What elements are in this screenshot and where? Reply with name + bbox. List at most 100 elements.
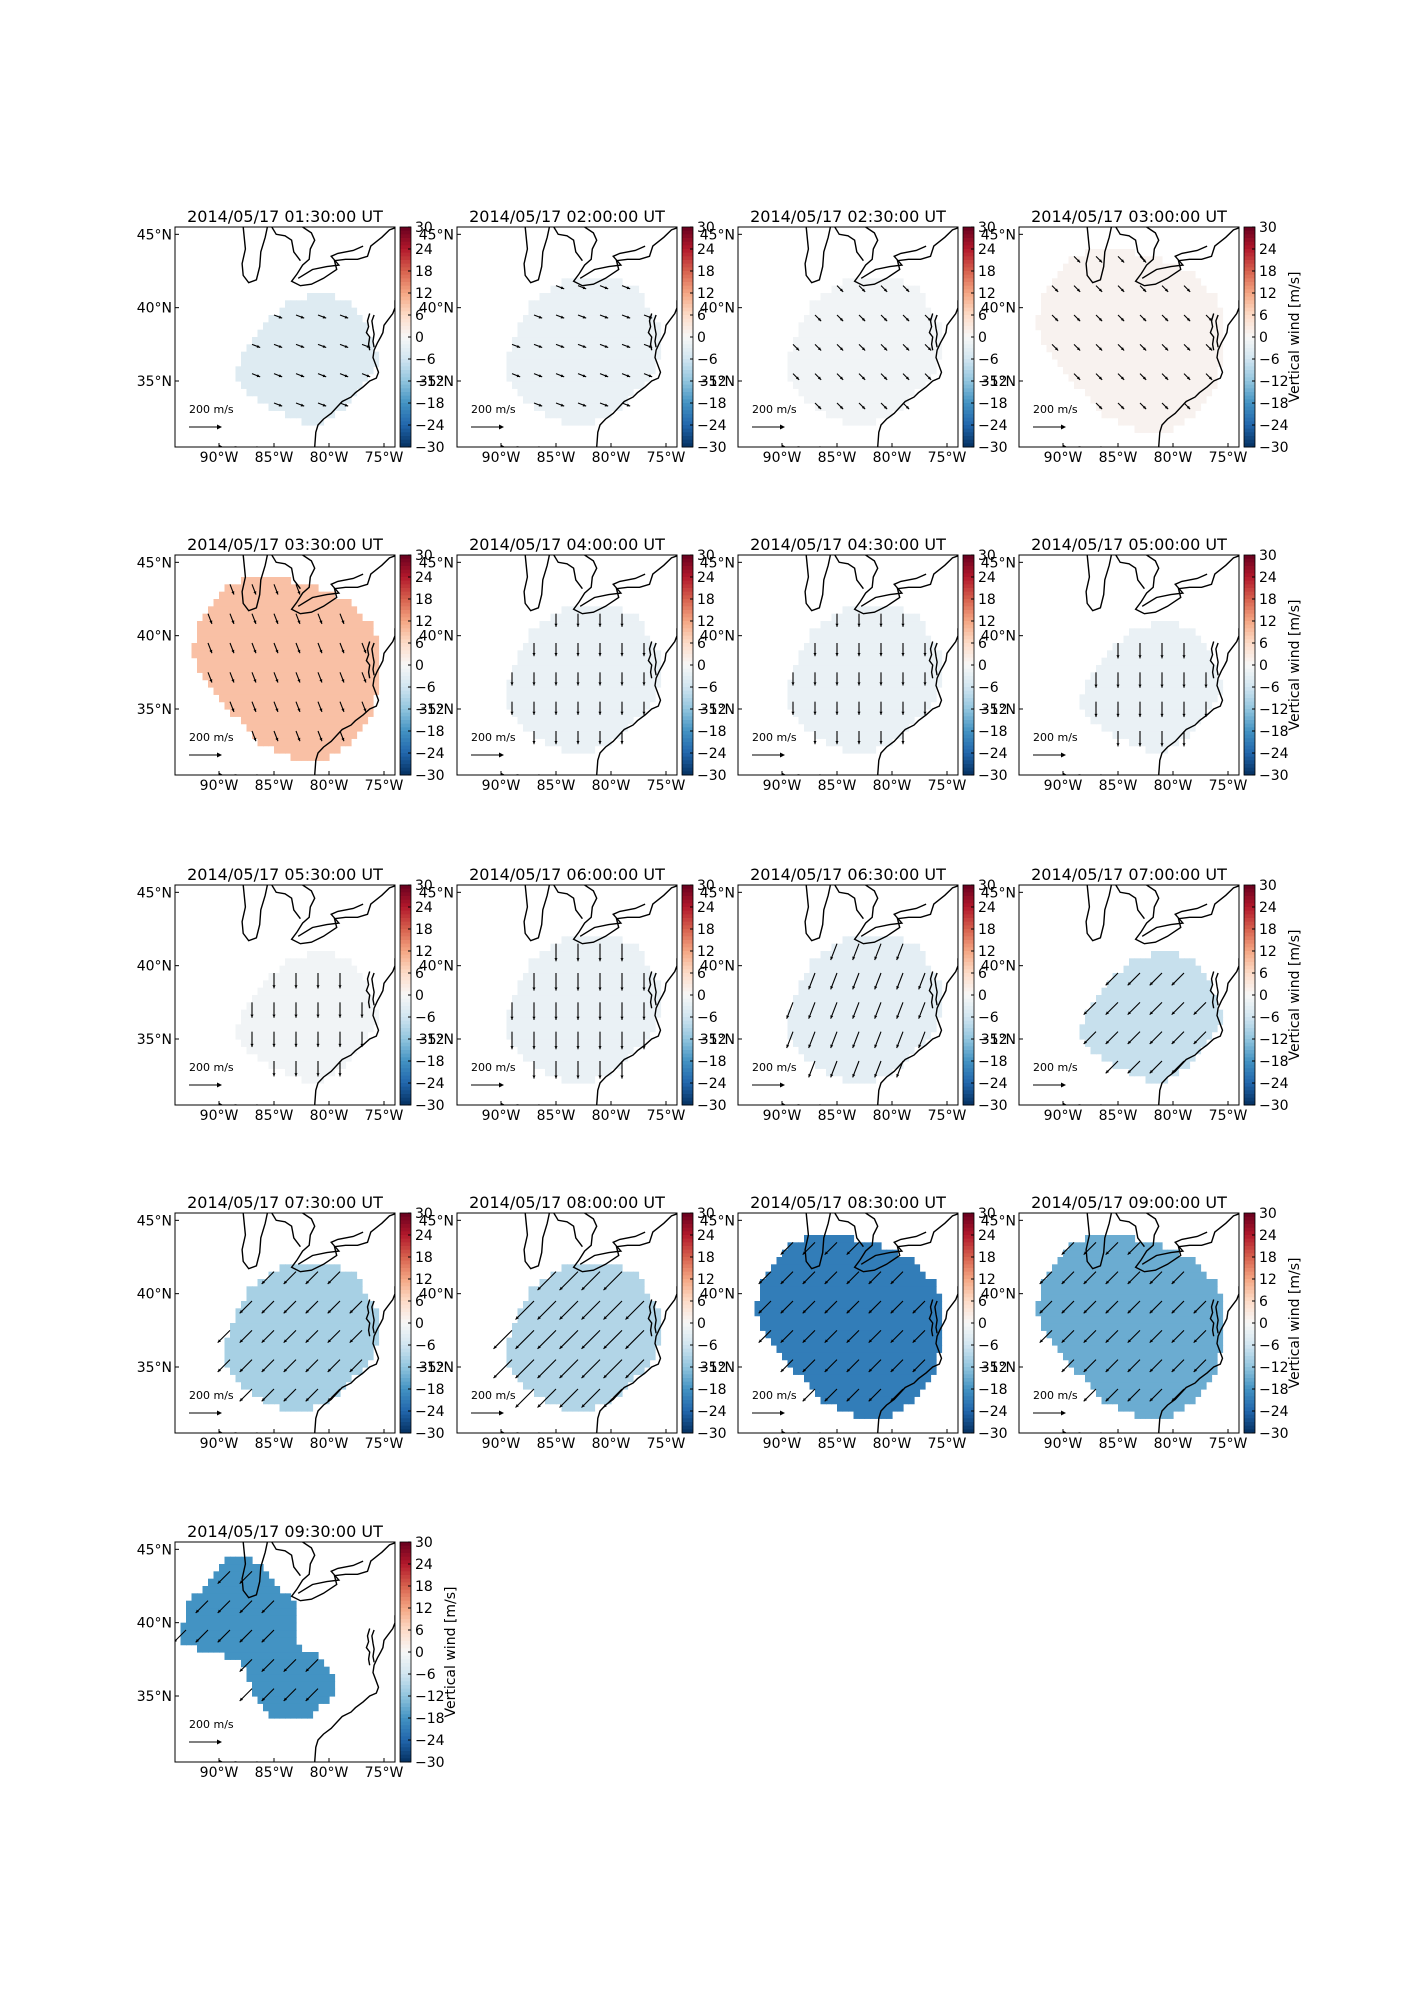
wind-cell [318,628,325,637]
wind-cell [1156,417,1163,426]
wind-cell [318,665,325,673]
wind-cell [886,403,893,411]
wind-cell [1112,716,1119,725]
wind-cell [583,285,590,294]
wind-cell [241,694,248,703]
wind-cell [257,679,264,688]
wind-cell [605,687,612,695]
wind-cell [1173,329,1180,338]
wind-cell [1068,263,1075,272]
wind-cell [892,381,899,389]
wind-cell [1167,263,1174,272]
wind-cell [903,322,910,331]
wind-cell [285,315,292,323]
wind-cell [919,381,926,389]
coastline [934,642,938,676]
wind-cell [1140,403,1147,411]
wind-cell [1096,665,1103,673]
wind-cell [362,322,369,331]
wind-cell [550,322,557,331]
wind-cell [892,293,899,301]
wind-cell [323,709,330,717]
coastline [834,227,864,262]
panel-title: 2014/05/17 02:30:00 UT [750,207,946,226]
wind-cell [842,366,849,375]
wind-cell [356,679,363,688]
wind-cell [534,381,541,389]
wind-cell [1173,271,1180,279]
wind-cell [820,657,827,666]
colorbar-tick-label: 30 [415,548,433,564]
colorbar-segment [1244,749,1255,754]
wind-cell [545,293,552,301]
colorbar-segment [1244,679,1255,684]
wind-cell [804,709,811,717]
wind-cell [1162,403,1169,411]
wind-cell [1068,271,1075,279]
wind-cell [1200,315,1207,323]
wind-cell [859,278,866,287]
wind-cell [1112,359,1119,367]
wind-cell [572,351,579,360]
wind-cell [1184,271,1191,279]
wind-cell [1112,381,1119,389]
wind-cell [859,315,866,323]
colorbar-segment [963,370,974,375]
wind-cell [864,709,871,717]
wind-cell [892,643,899,651]
wind-cell [362,621,369,629]
wind-cell [351,657,358,666]
wind-cell [616,344,623,353]
wind-cell [290,351,297,360]
wind-arrow-head [626,286,631,290]
wind-cell [859,687,866,695]
wind-cell [930,650,937,659]
wind-arrow-head [554,682,558,686]
y-tick-label: 40°N [137,301,172,317]
colorbar-tick-label: 12 [697,614,715,630]
wind-cell [605,716,612,725]
colorbar-segment [963,296,974,301]
wind-cell [246,613,253,622]
wind-cell [1178,278,1185,287]
wind-cell [804,388,811,397]
wind-cell [296,366,303,375]
colorbar-segment [682,274,693,279]
colorbar-segment [1244,628,1255,633]
wind-cell [583,687,590,695]
wind-cell [323,351,330,360]
wind-cell [1167,679,1174,688]
wind-cell [1178,307,1185,316]
colorbar-segment [963,617,974,622]
colorbar-segment [400,293,411,298]
wind-cell [1129,731,1136,739]
wind-cell [545,650,552,659]
colorbar-segment [963,238,974,243]
wind-cell [334,745,341,754]
colorbar-segment [400,716,411,721]
wind-cell [252,665,259,673]
wind-cell [512,337,519,345]
wind-cell [213,643,220,651]
wind-arrow-head [883,288,888,292]
wind-cell [263,679,270,688]
wind-cell [246,694,253,703]
wind-cell [892,307,899,316]
wind-cell [589,694,596,703]
wind-cell [1151,359,1158,367]
wind-cell [556,395,563,404]
wind-cell [809,665,816,673]
wind-cell [1090,337,1097,345]
wind-cell [1162,285,1169,294]
wind-cell [859,694,866,703]
wind-cell [340,606,347,615]
wind-cell [323,745,330,754]
wind-cell [892,650,899,659]
wind-cell [787,373,794,382]
wind-cell [362,687,369,695]
wind-cell [517,672,524,681]
colorbar-tick-label: 6 [697,636,706,652]
colorbar-segment [1244,370,1255,375]
coastline [1215,314,1219,348]
wind-cell [638,679,645,688]
